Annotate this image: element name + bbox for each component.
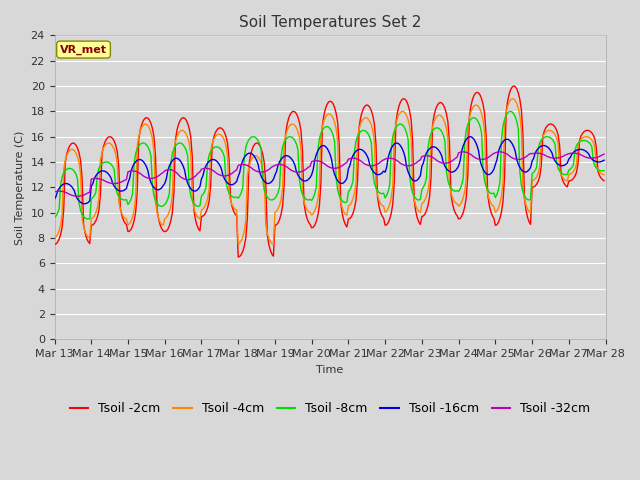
X-axis label: Time: Time [316,365,344,374]
Legend: Tsoil -2cm, Tsoil -4cm, Tsoil -8cm, Tsoil -16cm, Tsoil -32cm: Tsoil -2cm, Tsoil -4cm, Tsoil -8cm, Tsoi… [65,397,595,420]
Title: Soil Temperatures Set 2: Soil Temperatures Set 2 [239,15,421,30]
Text: VR_met: VR_met [60,45,107,55]
Y-axis label: Soil Temperature (C): Soil Temperature (C) [15,130,25,244]
